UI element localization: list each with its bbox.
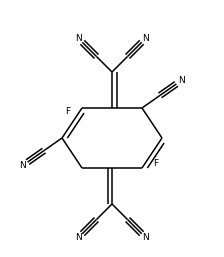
Text: N: N — [142, 233, 149, 242]
Text: N: N — [178, 76, 185, 85]
Text: N: N — [75, 34, 82, 43]
Text: N: N — [75, 233, 82, 242]
Text: N: N — [19, 161, 26, 170]
Text: F: F — [65, 107, 71, 116]
Text: N: N — [142, 34, 149, 43]
Text: F: F — [153, 160, 159, 169]
